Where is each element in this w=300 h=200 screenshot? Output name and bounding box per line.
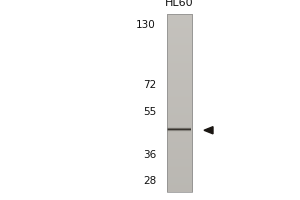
Text: 55: 55 bbox=[143, 107, 156, 117]
Text: 72: 72 bbox=[143, 80, 156, 90]
Text: 36: 36 bbox=[143, 150, 156, 160]
Text: 130: 130 bbox=[136, 20, 156, 30]
Text: HL60: HL60 bbox=[165, 0, 194, 8]
Text: 28: 28 bbox=[143, 176, 156, 186]
Bar bbox=[167, 14, 192, 192]
Polygon shape bbox=[204, 127, 213, 134]
